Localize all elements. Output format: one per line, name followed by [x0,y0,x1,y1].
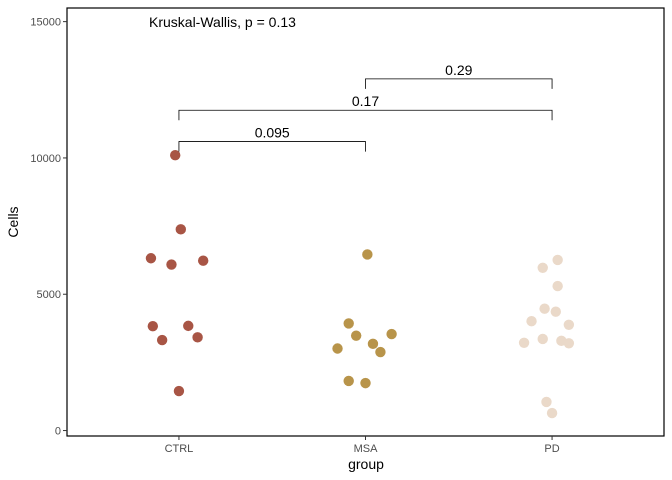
y-axis-title: Cells [5,206,21,237]
comparison-bracket: 0.095 [178,125,366,152]
data-point [332,343,343,354]
data-point [350,330,362,341]
data-point [563,338,575,349]
data-point [539,303,550,314]
series-pd [518,254,575,419]
data-point [166,259,177,270]
data-point [537,333,548,345]
data-point [145,253,157,264]
data-point [550,306,561,317]
data-point [147,320,159,332]
data-points [145,150,575,419]
bracket-p-value: 0.29 [445,62,472,78]
y-tick-label: 15000 [30,17,61,29]
data-point [518,337,530,348]
bracket-p-value: 0.095 [255,125,290,141]
x-axis-title: group [348,456,384,472]
comparison-brackets: 0.095 0.17 0.29 [178,62,553,152]
x-tick-label: PD [544,443,559,455]
x-tick-label: CTRL [165,443,194,455]
data-point [362,249,373,260]
data-point [343,375,354,387]
data-point [552,254,563,266]
bracket-line [365,78,553,89]
data-point [170,150,181,161]
data-point [375,346,386,358]
y-tick-label: 10000 [30,153,61,165]
data-point [197,255,209,266]
data-point [367,338,379,350]
data-point [156,334,168,346]
data-point [563,319,575,330]
data-point [541,396,552,408]
data-point [343,318,354,329]
data-point [552,280,563,292]
data-point [537,262,548,273]
data-point [175,224,187,235]
comparison-bracket: 0.17 [178,93,553,121]
kruskal-wallis-annotation: Kruskal-Wallis, p = 0.13 [149,14,296,30]
y-axis: 0 5000 10000 15000 [30,17,67,438]
bracket-p-value: 0.17 [352,93,379,109]
bracket-line [178,109,553,121]
data-point [386,328,397,340]
x-axis: CTRL MSA PD [165,436,560,455]
data-point [546,407,558,419]
bracket-line [178,141,366,152]
y-tick-label: 5000 [37,289,61,301]
data-point [360,377,371,389]
y-tick-label: 0 [55,426,61,438]
data-point [192,332,203,343]
data-point [183,320,194,332]
x-tick-label: MSA [354,443,379,455]
series-ctrl [145,150,209,397]
series-msa [332,249,397,389]
data-point [526,316,537,327]
comparison-bracket: 0.29 [365,62,553,89]
data-point [173,385,185,397]
